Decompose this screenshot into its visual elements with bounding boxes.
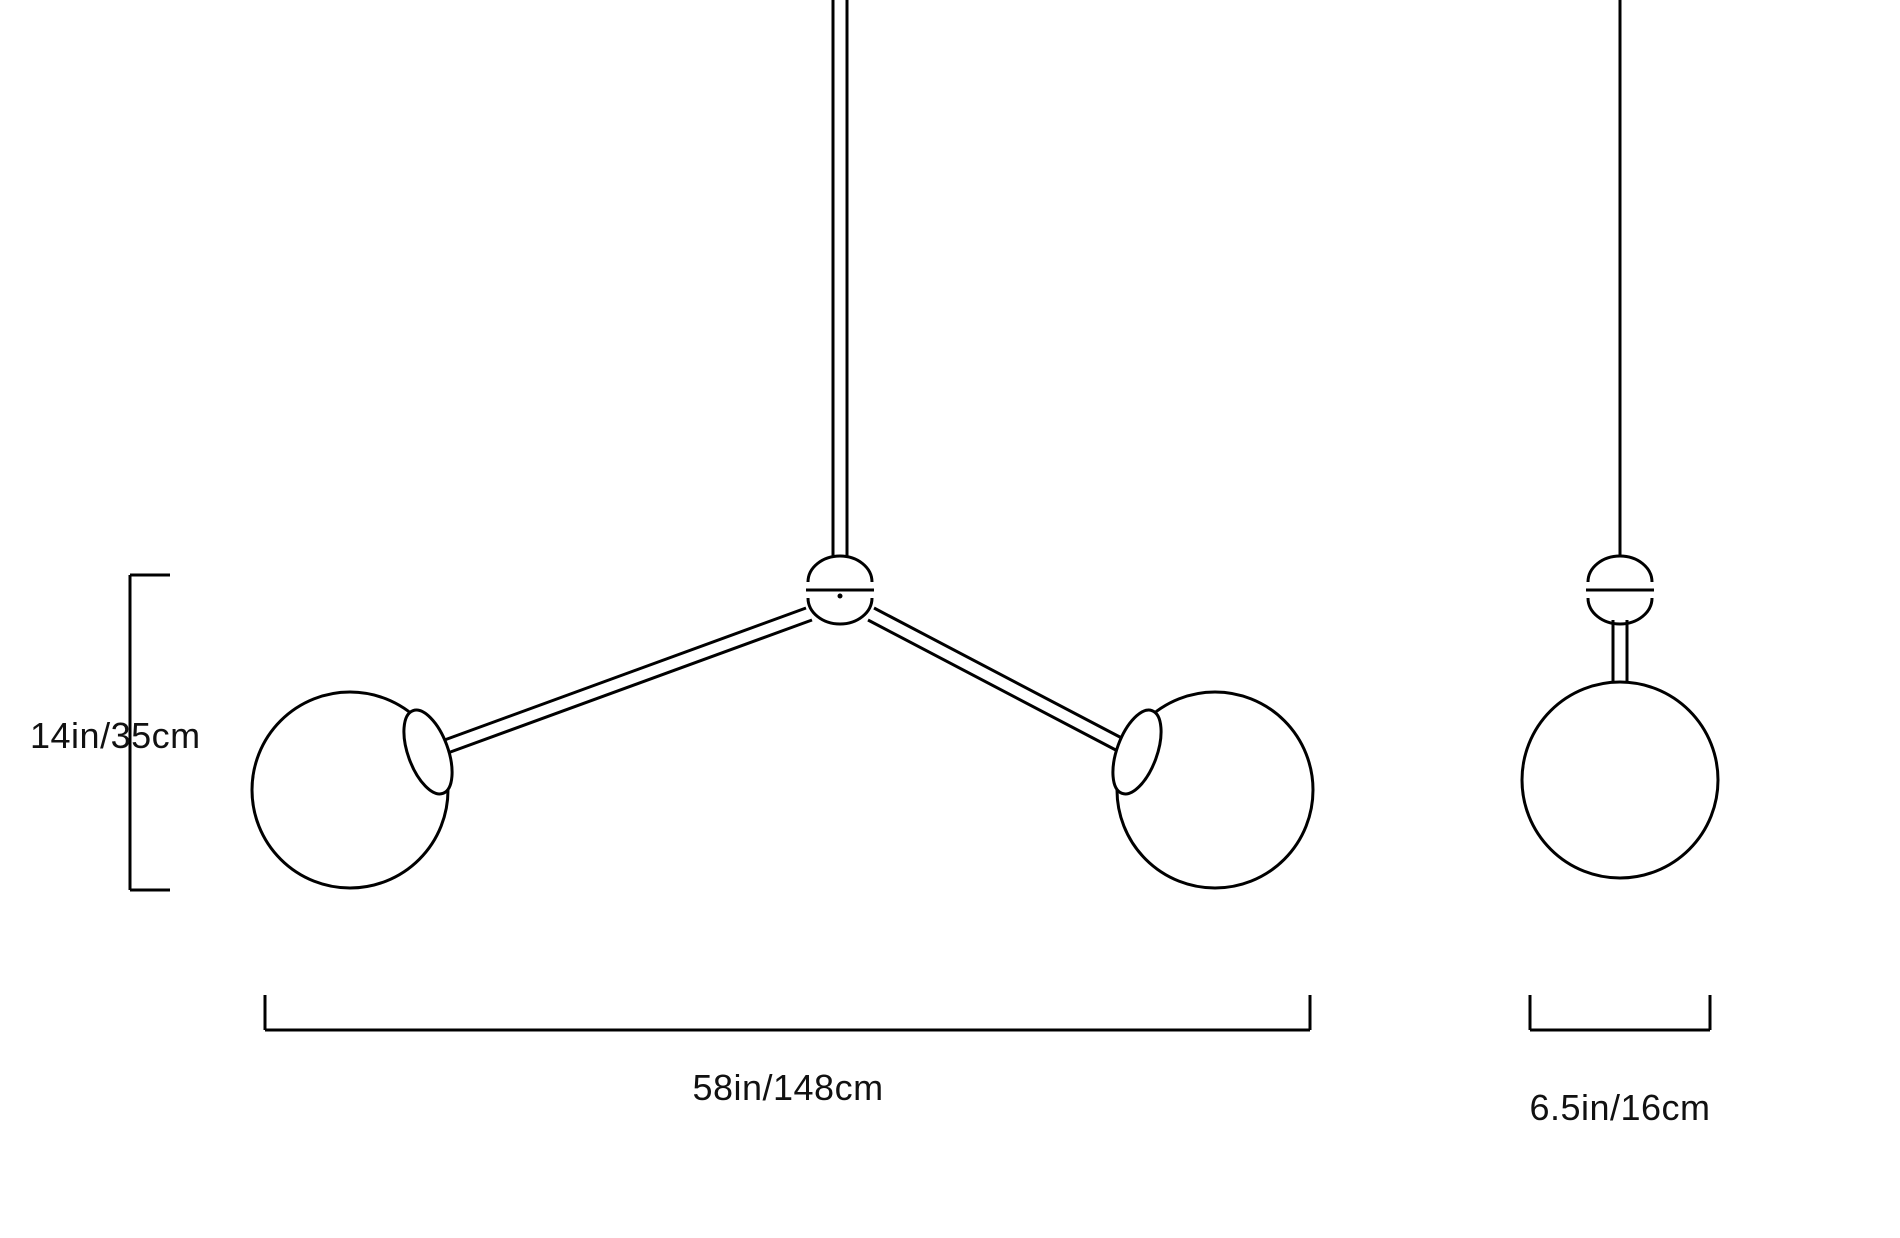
- width-label: 58in/148cm: [692, 1067, 883, 1108]
- depth-label: 6.5in/16cm: [1529, 1087, 1710, 1128]
- side-globe: [1522, 682, 1718, 878]
- width-dimension: [265, 995, 1310, 1030]
- height-label: 14in/35cm: [30, 715, 201, 756]
- technical-drawing: 14in/35cm 58in/148cm 6.5in/16cm: [0, 0, 1900, 1238]
- side-view: [1522, 0, 1718, 1030]
- front-view: [130, 0, 1313, 1030]
- depth-dimension: [1530, 995, 1710, 1030]
- side-hub: [1586, 556, 1654, 624]
- hub: [806, 556, 874, 624]
- left-globe: [252, 692, 462, 888]
- right-globe: [1103, 692, 1313, 888]
- left-arm: [428, 608, 812, 758]
- right-arm: [868, 608, 1137, 758]
